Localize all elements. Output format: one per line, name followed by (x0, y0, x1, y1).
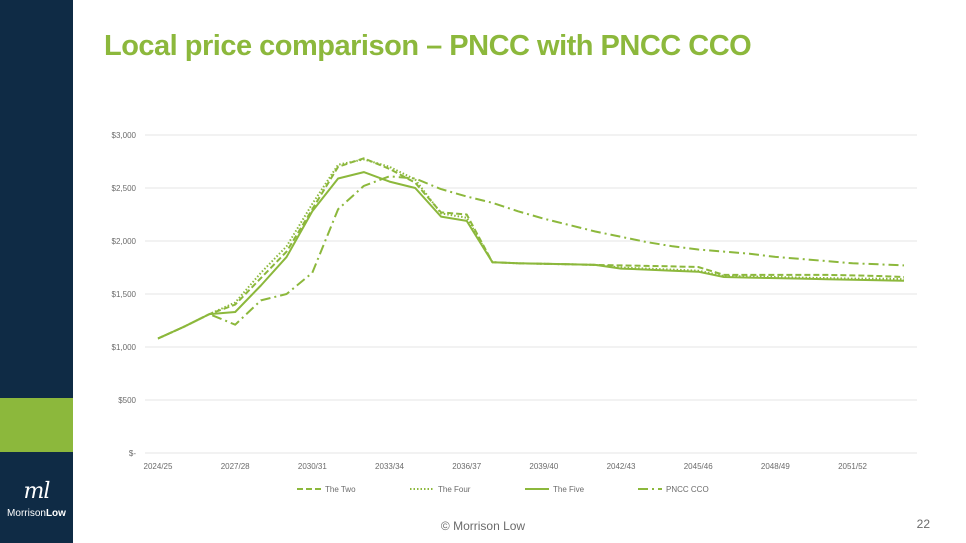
sidebar: ml MorrisonLow (0, 0, 73, 543)
y-tick-label: $2,000 (112, 237, 137, 246)
legend: The Two The Four The Five PNCC CCO (297, 485, 709, 494)
x-tick-label: 2024/25 (144, 462, 173, 471)
x-tick-label: 2051/52 (838, 462, 867, 471)
gridlines (145, 134, 917, 454)
series-line-the-two (157, 157, 905, 340)
slide-title: Local price comparison – PNCC with PNCC … (104, 30, 752, 62)
y-tick-label: $3,000 (112, 131, 137, 140)
x-tick-label: 2033/34 (375, 462, 404, 471)
legend-label: PNCC CCO (666, 485, 709, 494)
x-tick-label: 2045/46 (684, 462, 713, 471)
y-tick-label: $- (129, 449, 136, 458)
legend-label: The Five (553, 485, 585, 494)
logo-text-bold: Low (45, 508, 66, 519)
x-tick-label: 2036/37 (452, 462, 481, 471)
y-tick-label: $1,000 (112, 343, 137, 352)
series-line-pncc-cco (157, 175, 905, 340)
page-number: 22 (916, 517, 930, 531)
y-tick-label: $2,500 (112, 184, 137, 193)
x-tick-label: 2030/31 (298, 462, 327, 471)
x-axis-tick-labels: 2024/25 2027/28 2030/31 2033/34 2036/37 2039/… (144, 462, 868, 471)
series-line-the-five (157, 171, 905, 340)
series-lines (157, 157, 905, 340)
x-tick-label: 2039/40 (529, 462, 558, 471)
y-axis-tick-labels: $- $500 $1,000 $1,500 $2,000 $2,500 $3,000 (112, 131, 137, 458)
logo-text: MorrisonLow (0, 508, 73, 520)
logo-text-regular: Morrison (7, 508, 46, 519)
series-line-the-four (157, 158, 905, 340)
logo-mark: ml (23, 479, 51, 504)
footer-copyright: © Morrison Low (440, 519, 526, 533)
sidebar-accent-bar (0, 398, 73, 452)
legend-label: The Two (325, 485, 356, 494)
x-tick-label: 2027/28 (221, 462, 250, 471)
x-tick-label: 2048/49 (761, 462, 790, 471)
y-tick-label: $1,500 (112, 290, 137, 299)
legend-label: The Four (438, 485, 471, 494)
morrison-low-logo: ml MorrisonLow (0, 480, 73, 520)
y-tick-label: $500 (118, 396, 136, 405)
x-tick-label: 2042/43 (607, 462, 636, 471)
